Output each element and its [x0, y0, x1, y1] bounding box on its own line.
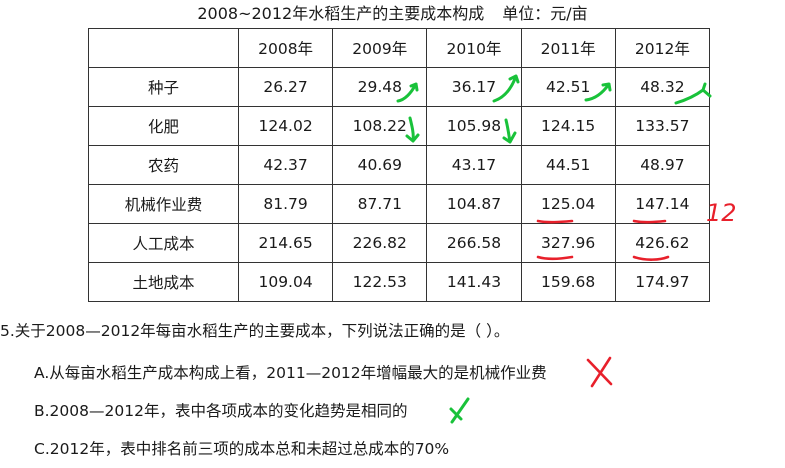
- table-cell: 36.17: [426, 67, 522, 107]
- row-label: 人工成本: [88, 223, 239, 263]
- header-cell-2011: 2011年: [520, 28, 616, 68]
- header-cell-2010: 2010年: [426, 28, 522, 68]
- cost-table: 2008年 2009年 2010年 2011年 2012年 种子 26.27 2…: [88, 28, 711, 302]
- table-cell: 159.68: [520, 262, 616, 302]
- table-cell: 133.57: [614, 106, 711, 146]
- table-cell: 125.04: [520, 184, 616, 224]
- table-cell: 42.37: [237, 145, 334, 185]
- table-cell: 214.65: [237, 223, 334, 263]
- option-a: A.从每亩水稻生产成本构成上看，2011—2012年增幅最大的是机械作业费: [34, 364, 547, 382]
- row-label: 农药: [88, 145, 239, 185]
- red-cross-mark-option-a: [586, 356, 613, 388]
- handwritten-note-12: 12: [706, 199, 737, 227]
- table-cell: 266.58: [426, 223, 522, 263]
- table-cell: 226.82: [332, 223, 428, 263]
- table-cell: 81.79: [237, 184, 334, 224]
- table-row-seed: 种子 26.27 29.48 36.17 42.51 48.32: [88, 67, 711, 107]
- row-label: 土地成本: [88, 262, 239, 302]
- header-cell-corner: [88, 28, 239, 68]
- table-cell: 174.97: [614, 262, 711, 302]
- table-row-labor: 人工成本 214.65 226.82 266.58 327.96 426.62: [88, 223, 711, 263]
- table-cell: 40.69: [332, 145, 428, 185]
- table-row-land: 土地成本 109.04 122.53 141.43 159.68 174.97: [88, 262, 711, 302]
- table-title-main: 2008~2012年水稻生产的主要成本构成: [197, 4, 485, 23]
- green-check-mark-option-b: [449, 397, 470, 424]
- table-row-pesticide: 农药 42.37 40.69 43.17 44.51 48.97: [88, 145, 711, 185]
- question-stem: 5.关于2008—2012年每亩水稻生产的主要成本，下列说法正确的是（ ）。: [0, 322, 510, 340]
- table-row-fertilizer: 化肥 124.02 108.22 105.98 124.15 133.57: [88, 106, 711, 146]
- option-c: C.2012年，表中排名前三项的成本总和未超过总成本的70%: [34, 440, 450, 458]
- table-cell: 48.32: [614, 67, 711, 107]
- table-cell: 44.51: [520, 145, 616, 185]
- table-cell: 141.43: [426, 262, 522, 302]
- header-cell-2012: 2012年: [614, 28, 711, 68]
- table-title: 2008~2012年水稻生产的主要成本构成 单位：元/亩: [0, 2, 785, 26]
- row-label: 机械作业费: [88, 184, 239, 224]
- option-b: B.2008—2012年，表中各项成本的变化趋势是相同的: [34, 402, 408, 420]
- table-cell: 147.14: [614, 184, 711, 224]
- row-label: 化肥: [88, 106, 239, 146]
- table-cell: 104.87: [426, 184, 522, 224]
- table-cell: 48.97: [614, 145, 711, 185]
- header-cell-2009: 2009年: [332, 28, 428, 68]
- table-unit: 单位：元/亩: [502, 4, 588, 23]
- table-header-row: 2008年 2009年 2010年 2011年 2012年: [88, 28, 711, 68]
- row-label: 种子: [88, 67, 239, 107]
- table-cell: 105.98: [426, 106, 522, 146]
- header-cell-2008: 2008年: [237, 28, 334, 68]
- table-cell: 42.51: [520, 67, 616, 107]
- table-cell: 109.04: [237, 262, 334, 302]
- table-cell: 327.96: [520, 223, 616, 263]
- table-cell: 29.48: [332, 67, 428, 107]
- table-cell: 87.71: [332, 184, 428, 224]
- table-cell: 124.15: [520, 106, 616, 146]
- table-cell: 43.17: [426, 145, 522, 185]
- table-cell: 26.27: [237, 67, 334, 107]
- table-cell: 426.62: [614, 223, 711, 263]
- table-cell: 122.53: [332, 262, 428, 302]
- table-cell: 108.22: [332, 106, 428, 146]
- table-cell: 124.02: [237, 106, 334, 146]
- table-row-machinery: 机械作业费 81.79 87.71 104.87 125.04 147.14: [88, 184, 711, 224]
